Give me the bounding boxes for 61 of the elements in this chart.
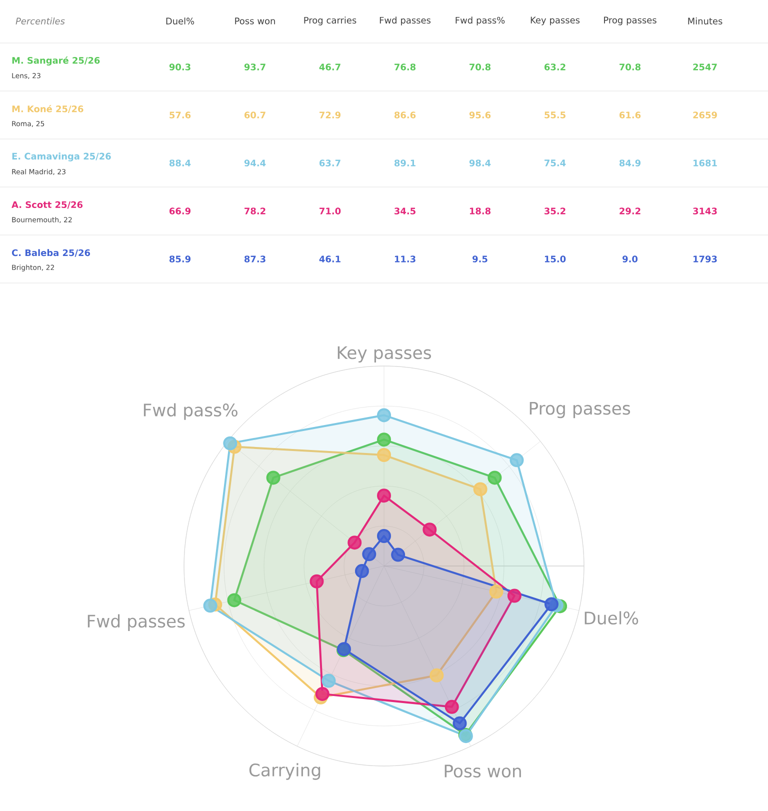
spoke-label: Key passes [338,346,431,362]
category-label: Minutes [688,18,722,24]
data-label: 84.9 [619,160,641,166]
data-label: 46.7 [319,64,340,70]
data-label: 70.8 [620,64,641,70]
data-label: 29.2 [620,208,640,214]
spoke-label: Fwd passes [88,614,185,631]
category-label: Fwd passes [380,16,431,26]
data-label: 76.8 [394,64,416,70]
legend-label: C. Baleba 25/26 [12,249,90,257]
spoke-label: Poss won [444,764,521,778]
data-label: 63.7 [320,160,340,166]
data-label: 15.0 [544,256,566,262]
data-label: 88.4 [169,160,191,166]
legend-label: E. Camavinga 25/26 [12,152,111,162]
data-label: 93.7 [244,64,266,70]
data-label: 2659 [693,112,717,118]
spoke-label: Duel% [584,611,638,625]
data-label: 98.4 [469,160,491,166]
spoke-label: Carrying [249,763,320,780]
data-label: 66.9 [170,208,190,214]
data-label: 9.5 [472,256,488,262]
spoke-label: Fwd pass% [144,403,238,420]
data-label: 78.2 [244,208,266,214]
data-label: 1793 [694,256,717,262]
legend-label: M. Sangaré 25/26 [12,56,100,66]
data-label: 72.9 [320,112,341,118]
legend-label: A. Scott 25/26 [12,201,83,209]
data-label: 61.6 [620,112,641,118]
data-label: 3143 [693,208,717,214]
data-label: 75.4 [544,160,566,166]
category-label: Poss won [235,18,275,24]
data-label: 90.3 [169,64,190,70]
data-label: 94.4 [244,160,266,166]
data-label: 9.0 [622,256,638,262]
legend-label: M. Koné 25/26 [12,105,84,113]
data-label: 46.1 [319,256,340,262]
data-label: 1681 [694,160,717,166]
data-label: 55.5 [544,112,566,118]
text: Percentiles [16,18,65,24]
category-label: Duel% [166,18,194,24]
data-label: 71.0 [320,208,341,214]
category-label: Fwd pass% [456,16,505,26]
data-label: 86.6 [394,112,416,118]
data-label: 11.3 [394,256,416,262]
data-label: 2547 [693,64,717,70]
category-label: Prog passes [604,16,656,26]
data-label: 70.8 [470,64,491,70]
data-label: 87.3 [244,256,266,262]
category-label: Prog carries [304,16,356,26]
data-label: 85.9 [169,256,190,262]
spoke-label: Prog passes [530,402,630,418]
data-label: 34.5 [394,208,416,214]
data-label: 35.2 [544,208,566,214]
data-label: 89.1 [394,160,416,166]
data-label: 18.8 [470,208,491,214]
data-label: 63.2 [544,64,566,70]
data-label: 95.6 [469,112,491,118]
data-label: 60.7 [244,112,266,118]
category-label: Key passes [530,16,580,26]
data-label: 57.6 [170,112,191,118]
